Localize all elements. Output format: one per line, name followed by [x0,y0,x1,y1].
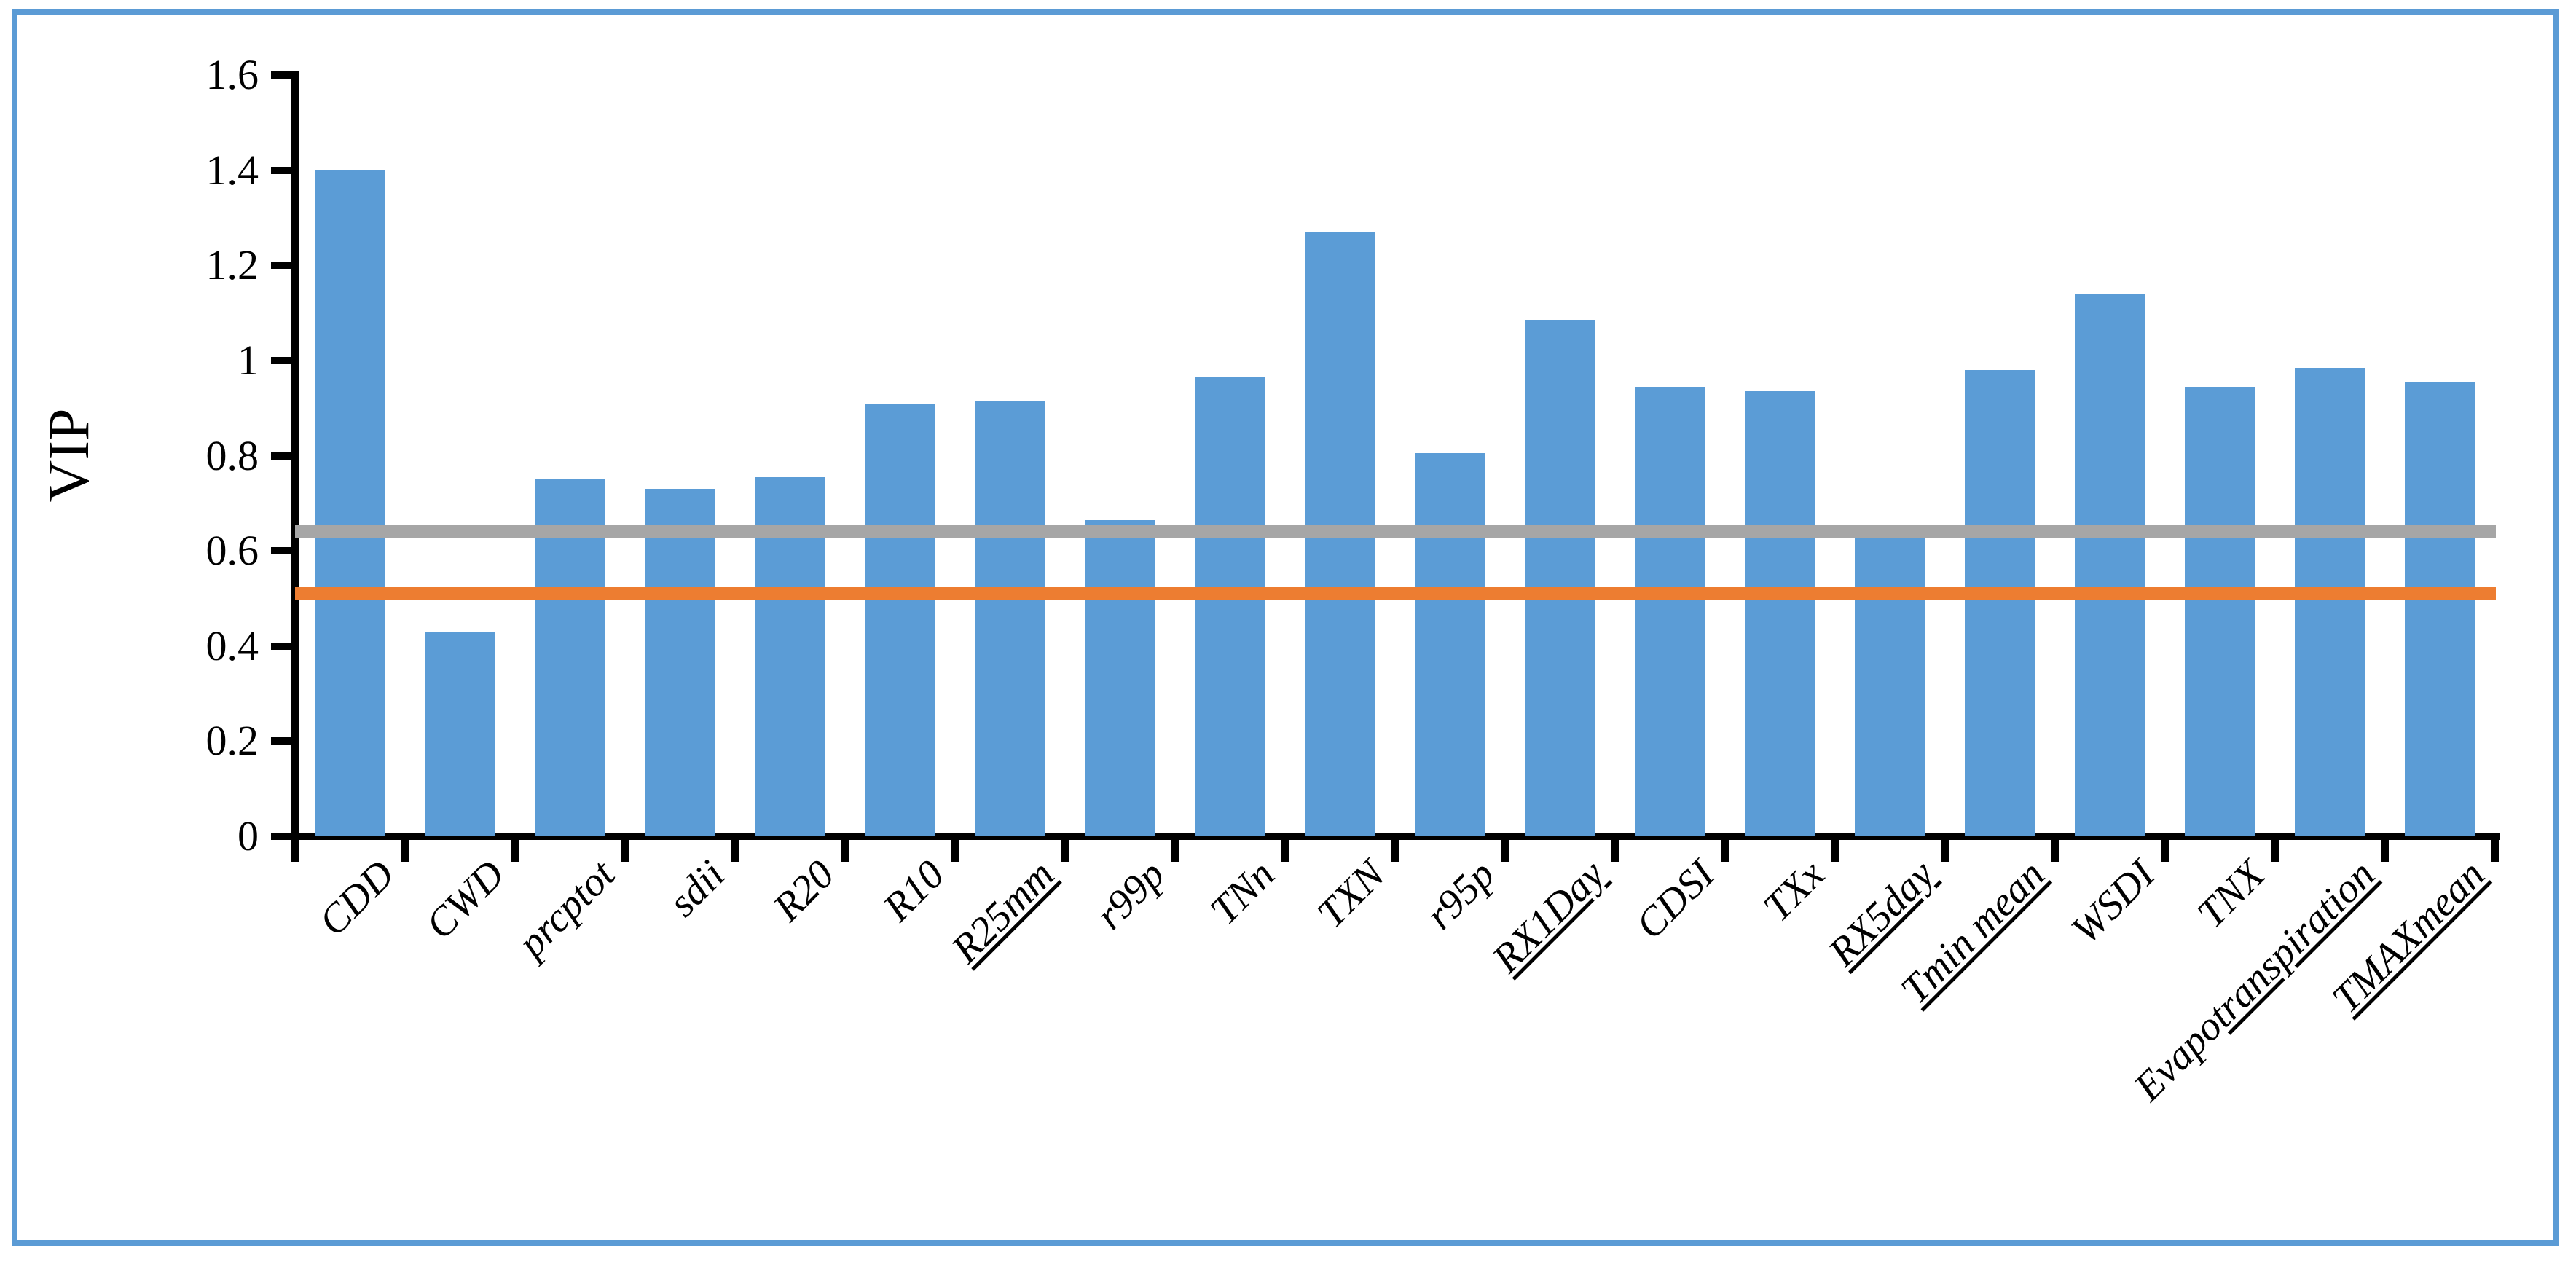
bar-r95p [1415,453,1485,836]
x-tick-mark [1941,836,1949,862]
bar-CWD [425,632,495,836]
x-tick-mark [951,836,959,862]
x-tick-mark [2051,836,2059,862]
y-tick-mark [271,166,296,174]
x-tick-mark [291,836,299,862]
bar-R10 [865,403,935,836]
bar-RX5day [1855,534,1925,836]
y-tick-label: 0.2 [205,717,259,765]
bar-TMAXmean [2405,382,2475,836]
bar-CDD [315,170,385,836]
chart-frame-border [12,9,2559,1246]
bar-TNX [2185,386,2255,836]
y-tick-label: 1.2 [205,241,259,289]
bar-r99p [1085,519,1155,836]
y-tick-mark [271,642,296,650]
orange-threshold-line [295,586,2496,600]
y-tick-label: 1 [237,336,259,384]
bar-TNn [1195,377,1265,836]
y-tick-mark [271,833,296,840]
bar-prcptot [535,479,605,836]
y-axis-title: VIP [37,408,101,503]
x-tick-mark [731,836,739,862]
y-tick-label: 1.4 [205,146,259,194]
x-tick-mark [511,836,519,862]
x-tick-mark [621,836,629,862]
bar-R25mm [975,401,1045,836]
y-tick-mark [271,356,296,364]
x-tick-mark [1281,836,1289,862]
x-tick-mark [2491,836,2499,862]
bar-RX1Day [1525,320,1595,836]
bar-TXx [1745,391,1815,836]
x-tick-mark [1061,836,1069,862]
y-tick-label: 0 [237,812,259,860]
x-tick-mark [1501,836,1509,862]
x-tick-mark [1831,836,1839,862]
x-tick-mark [841,836,849,862]
y-tick-mark [271,547,296,555]
x-tick-mark [1611,836,1619,862]
x-tick-mark [2271,836,2279,862]
y-tick-label: 0.6 [205,527,259,575]
y-tick-mark [271,452,296,460]
y-tick-mark [271,71,296,79]
x-tick-mark [1171,836,1179,862]
y-tick-label: 0.8 [205,431,259,479]
y-tick-mark [271,262,296,270]
x-tick-mark [1721,836,1729,862]
x-tick-mark [401,836,409,862]
y-tick-label: 0.4 [205,621,259,669]
x-tick-mark [2381,836,2389,862]
x-tick-mark [1391,836,1399,862]
gray-threshold-line [295,525,2496,538]
bar-CDSI [1635,386,1705,836]
bar-Tmin-mean [1965,369,2035,836]
bar-WSDI [2075,294,2145,836]
bar-Evapotranspiration [2295,367,2365,836]
x-tick-mark [2161,836,2169,862]
y-tick-mark [271,737,296,745]
bar-sdii [645,489,715,836]
y-tick-label: 1.6 [205,51,259,98]
